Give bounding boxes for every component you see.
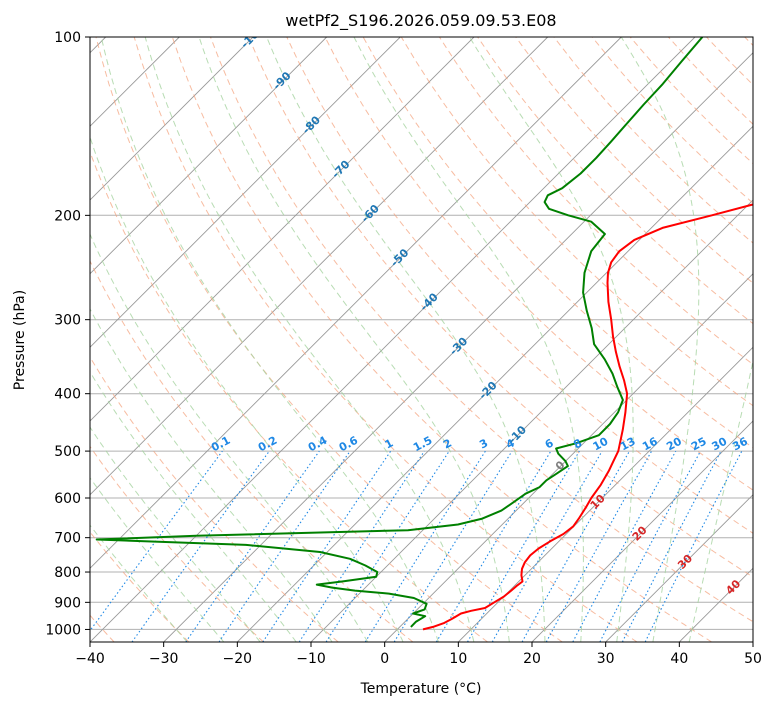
moist-adiabat-line-14 (688, 358, 753, 642)
moist-adiabat-line-1 (90, 476, 225, 642)
mixing-ratio-line-17 (644, 450, 743, 642)
dewpoint-line (95, 37, 704, 628)
dry-adiabat-line-7 (133, 37, 638, 642)
mixing-ratio-label-11: 10 (591, 435, 611, 454)
y-tick-label-5: 600 (54, 491, 81, 507)
mixing-ratio-line-2 (185, 450, 320, 642)
y-tick-label-6: 700 (54, 531, 81, 547)
moist-adiabat-line-5 (90, 232, 369, 642)
pressure-gridlines (90, 37, 753, 630)
y-tick-label-8: 900 (54, 595, 81, 611)
x-tick-label-4: 0 (380, 651, 389, 667)
dry-adiabats (90, 37, 753, 642)
isotherm-line-10 (90, 37, 549, 496)
dry-adiabat-line-6 (95, 37, 563, 642)
isotherm-line-13 (163, 52, 753, 642)
moist-adiabat-line-8 (144, 37, 475, 642)
x-tick-label-2: −20 (223, 651, 253, 667)
mixing-ratio-lines (90, 450, 743, 642)
sounding-series (95, 37, 753, 631)
moist-adiabat-line-3 (90, 370, 297, 642)
x-tick-label-9: 50 (744, 651, 762, 667)
isotherm-line-19 (605, 494, 753, 642)
moist-adiabat-line-0 (90, 524, 188, 642)
moist-adiabats (90, 37, 753, 642)
y-axis-title: Pressure (hPa) (12, 290, 28, 390)
dry-adiabat-line-8 (171, 37, 712, 642)
moist-adiabat-line-13 (620, 37, 700, 642)
dry-adiabat-line-12 (324, 37, 753, 491)
isotherm-line-14 (236, 125, 753, 642)
isotherm-line-18 (531, 420, 753, 642)
isotherm-line-6 (90, 37, 254, 201)
dry-adiabat-line-11 (286, 37, 753, 534)
plot-area: 0.10.20.40.611.52346810131620253036-100-… (90, 37, 753, 642)
y-tick-label-4: 500 (54, 444, 81, 460)
x-axis-ticks: −40 −30 −20 −10 0 10 20 30 40 50 (75, 642, 762, 667)
dry-adiabat-line-4 (90, 259, 414, 642)
moist-adiabat-line-2 (90, 426, 261, 642)
temperature-line (422, 203, 753, 631)
mixing-ratio-line-0 (90, 450, 223, 632)
moist-adiabat-line-10 (266, 37, 546, 642)
mixing-ratio-line-14 (572, 450, 677, 642)
isotherm-line-16 (384, 273, 753, 642)
chart-title: wetPf2_S196.2026.059.09.53.E08 (285, 11, 556, 31)
x-tick-label-1: −30 (149, 651, 179, 667)
mixing-ratio-label-12: 13 (618, 435, 638, 454)
mixing-ratio-line-3 (218, 450, 351, 642)
x-tick-label-6: 20 (523, 651, 541, 667)
mixing-ratio-label-14: 20 (664, 435, 684, 454)
dry-adiabat-line-17 (515, 37, 753, 284)
y-tick-label-0: 100 (54, 30, 81, 46)
isotherm-line-7 (90, 37, 328, 275)
y-tick-label-3: 400 (54, 387, 81, 403)
dry-adiabat-line-9 (210, 37, 753, 623)
y-tick-label-1: 200 (54, 208, 81, 224)
moist-adiabat-line-11 (353, 37, 584, 642)
dry-adiabat-line-10 (248, 37, 753, 578)
moist-adiabat-line-4 (90, 308, 333, 642)
isotherm-line-9 (90, 37, 475, 422)
isotherm-line-17 (457, 346, 753, 642)
x-tick-label-7: 30 (597, 651, 615, 667)
mixing-ratio-line-8 (393, 450, 513, 642)
mixing-ratio-line-13 (545, 450, 653, 642)
x-tick-label-3: −10 (296, 651, 326, 667)
plot-frame (89, 36, 754, 643)
y-axis-ticks: 100 200 300 400 500 600 700 800 900 1000 (45, 30, 90, 638)
mixing-ratio-line-5 (298, 450, 425, 642)
dry-adiabat-line-3 (90, 356, 339, 642)
dry-adiabat-line-2 (90, 445, 264, 642)
mixing-ratio-label-15: 25 (689, 435, 709, 454)
x-tick-label-0: −40 (75, 651, 105, 667)
isotherm-line-12 (90, 37, 696, 642)
mixing-ratio-label-16: 30 (710, 435, 730, 454)
mixing-ratio-label-17: 36 (730, 435, 750, 454)
mixing-ratio-line-1 (131, 450, 270, 642)
isotherm-line-8 (90, 37, 401, 348)
x-axis-title: Temperature (°C) (360, 681, 482, 697)
y-tick-label-2: 300 (54, 313, 81, 329)
mixing-ratio-line-6 (325, 450, 450, 642)
y-tick-label-7: 800 (54, 565, 81, 581)
moist-adiabat-line-6 (90, 135, 404, 642)
mixing-ratio-line-12 (521, 450, 630, 642)
x-tick-label-8: 40 (670, 651, 688, 667)
x-tick-label-5: 10 (449, 651, 467, 667)
mixing-ratio-label-13: 16 (640, 435, 660, 454)
moist-adiabat-line-7 (100, 37, 439, 642)
mixing-ratio-line-4 (262, 450, 392, 642)
moist-adiabat-line-9 (198, 37, 510, 642)
y-tick-label-9: 1000 (45, 622, 81, 638)
